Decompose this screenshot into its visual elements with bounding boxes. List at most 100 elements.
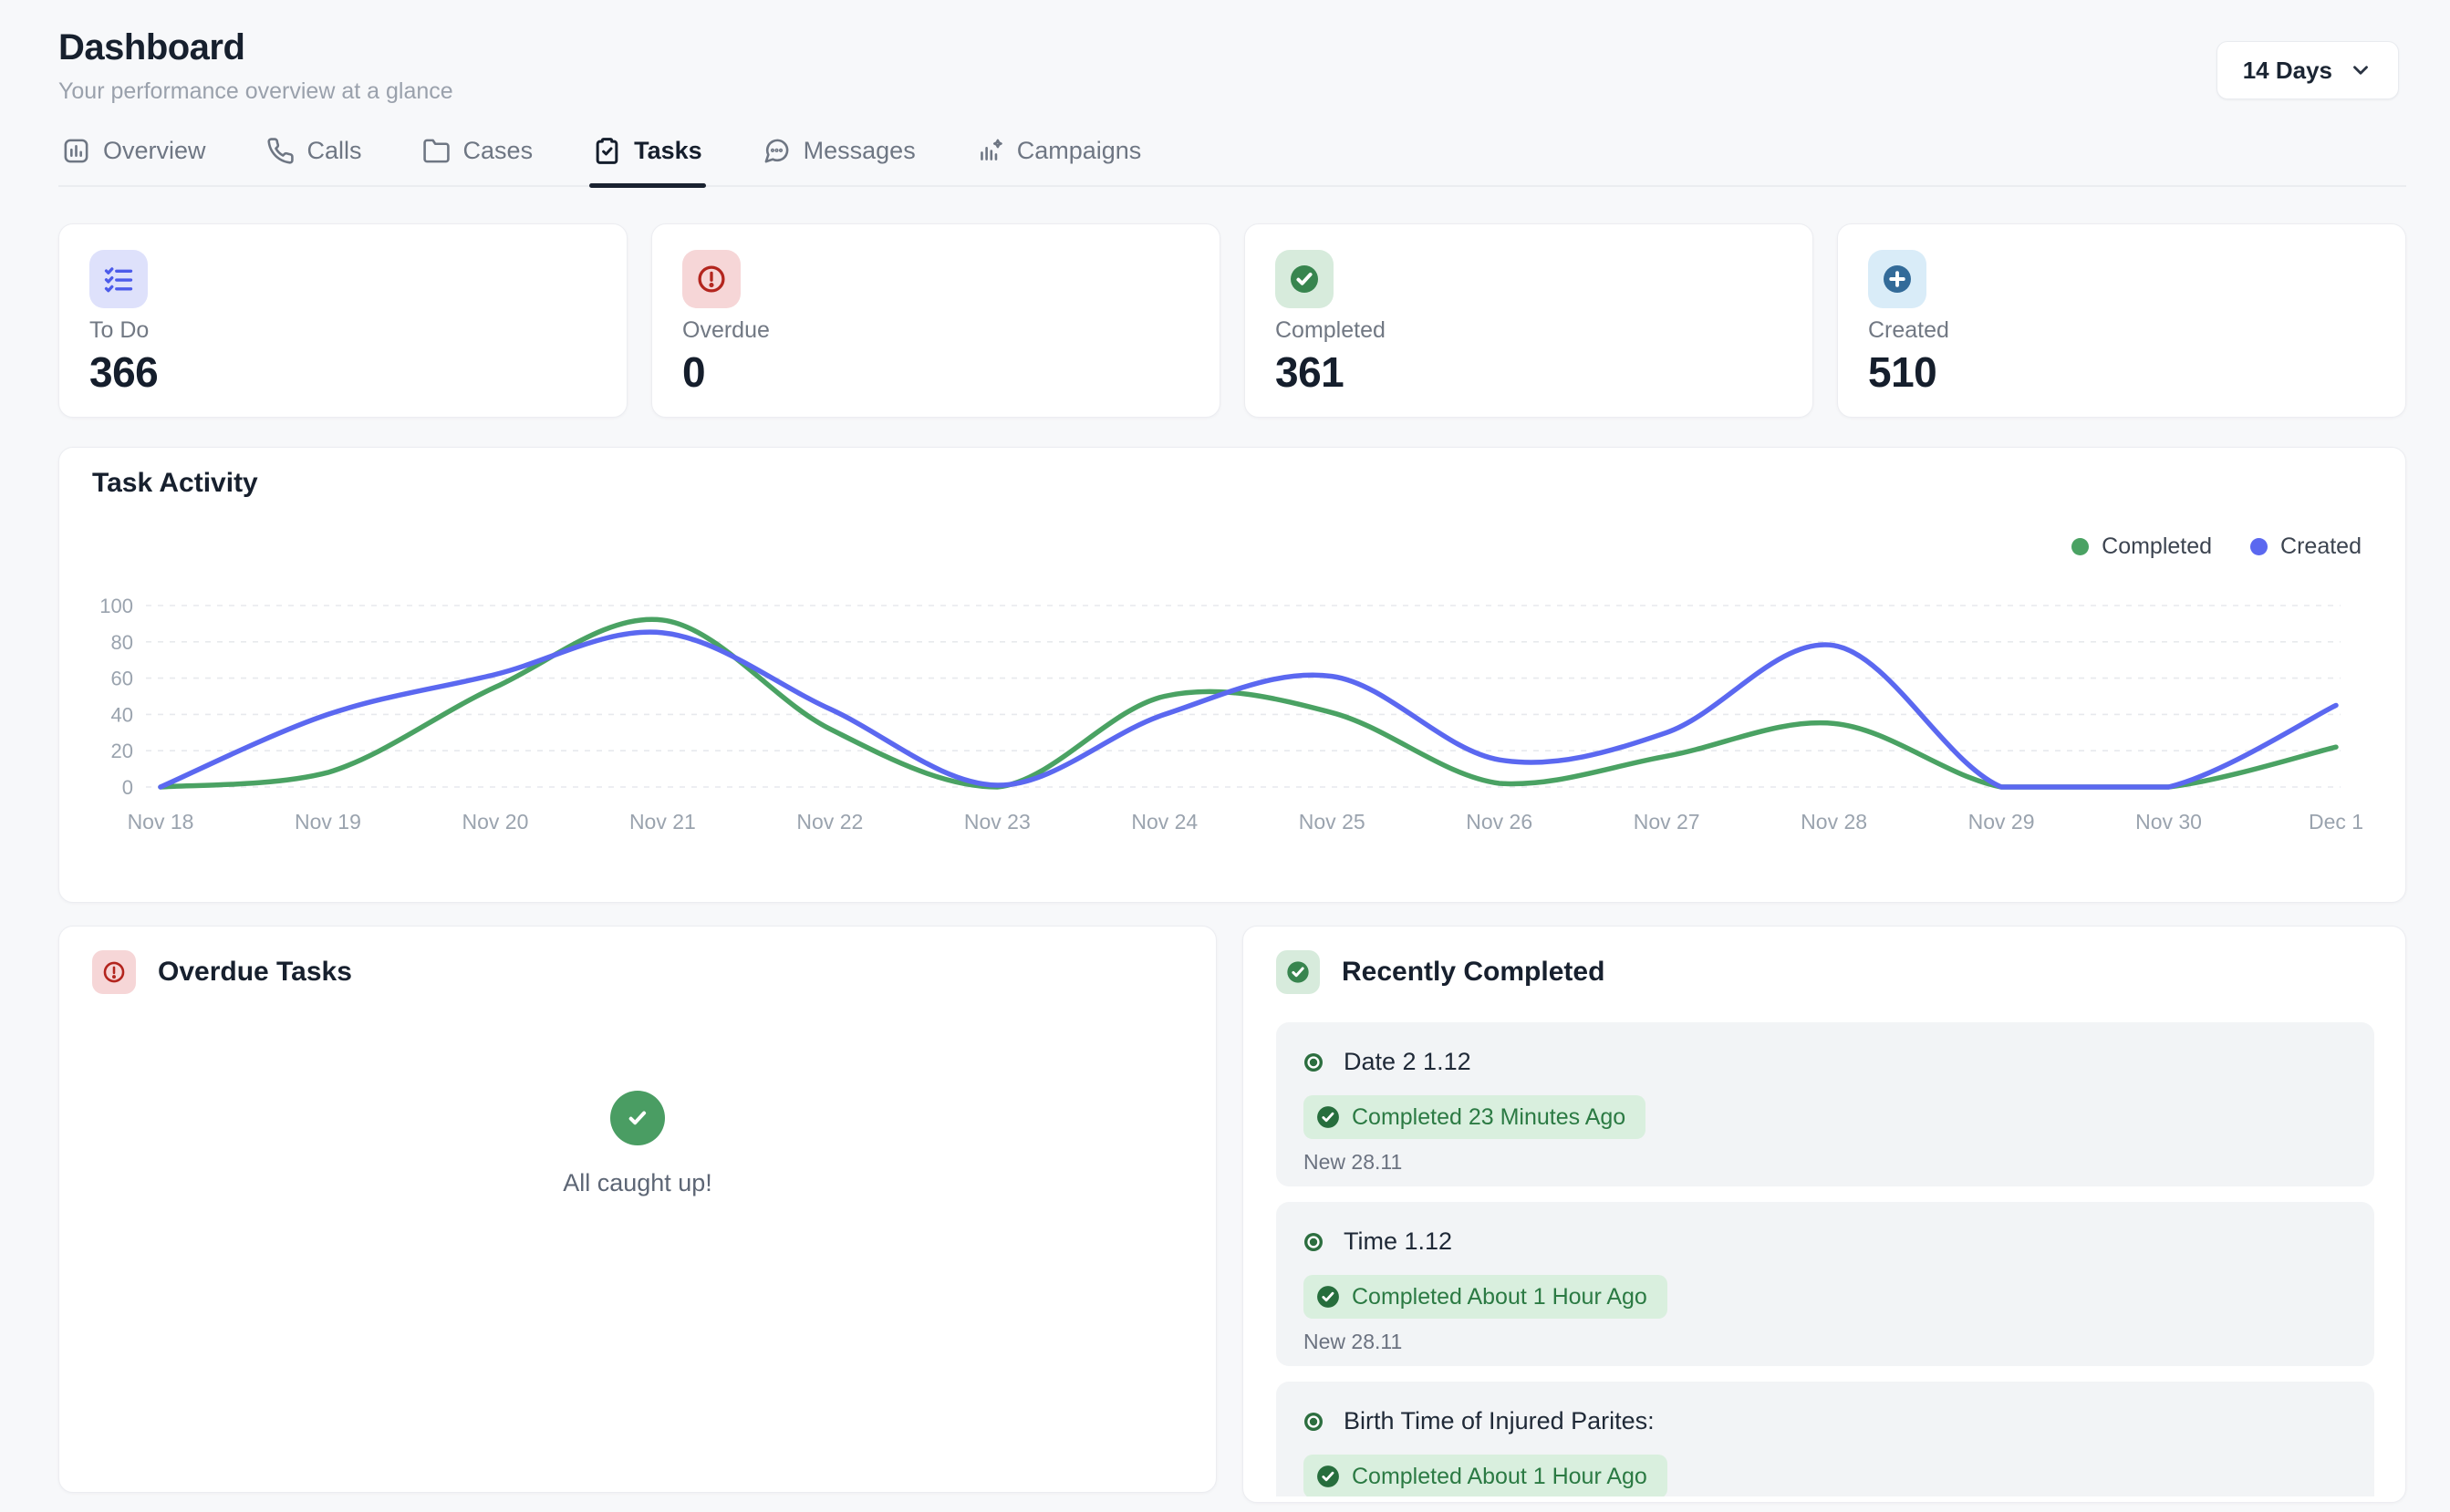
chart-legend: Completed Created: [2071, 533, 2362, 560]
stat-value: 510: [1868, 348, 1937, 396]
legend-dot-green: [2071, 538, 2090, 555]
legend-dot-blue: [2250, 538, 2268, 555]
badge-label: Completed 23 Minutes Ago: [1352, 1103, 1626, 1130]
message-circle-icon: [764, 139, 789, 163]
svg-text:Nov 25: Nov 25: [1299, 810, 1365, 834]
svg-text:0: 0: [122, 776, 133, 799]
period-dropdown[interactable]: 14 Days: [2216, 41, 2399, 99]
panel-title: Recently Completed: [1342, 957, 1605, 987]
legend-label: Completed: [2102, 533, 2213, 559]
status-dot-icon: [1304, 1232, 1323, 1251]
svg-text:60: 60: [111, 668, 133, 690]
badge-label: Completed About 1 Hour Ago: [1352, 1463, 1647, 1489]
svg-text:Nov 24: Nov 24: [1131, 810, 1198, 834]
overdue-tasks-panel: Overdue Tasks All caught up!: [58, 926, 1217, 1493]
stat-card-todo: To Do 366: [58, 223, 628, 418]
tab-messages[interactable]: Messages: [759, 129, 919, 185]
completed-badge: Completed About 1 Hour Ago: [1303, 1275, 1667, 1319]
recently-completed-panel: Recently Completed Date 2 1.12 Completed…: [1242, 926, 2406, 1503]
task-meta: New 28.11: [1303, 1150, 1403, 1174]
svg-text:20: 20: [111, 740, 133, 762]
check-circle-icon: [1317, 1465, 1339, 1487]
chevron-down-icon: [2353, 66, 2368, 75]
tab-bar: Overview Calls Cases Tasks Messages Camp…: [58, 129, 2406, 188]
tab-label: Messages: [803, 137, 916, 164]
tab-overview[interactable]: Overview: [58, 129, 210, 185]
stat-label: Completed: [1275, 317, 1386, 343]
check-circle-icon: [1317, 1106, 1339, 1128]
stat-label: Overdue: [682, 317, 770, 343]
panel-title: Overdue Tasks: [158, 957, 352, 987]
period-dropdown-label: 14 Days: [2242, 56, 2332, 84]
completed-badge: Completed 23 Minutes Ago: [1303, 1095, 1646, 1139]
svg-text:Nov 22: Nov 22: [796, 810, 863, 834]
tab-cases[interactable]: Cases: [419, 129, 537, 185]
task-title: Time 1.12: [1344, 1227, 1453, 1255]
stat-card-completed: Completed 361: [1244, 223, 1813, 418]
task-activity-chart: 0 20 40 60 80 100 Nov 18 Nov 19 Nov 20 Nov 21 Nov …: [99, 595, 2363, 834]
status-dot-icon: [1304, 1412, 1323, 1431]
svg-text:Nov 27: Nov 27: [1634, 810, 1700, 834]
svg-text:Nov 29: Nov 29: [1968, 810, 2035, 834]
tab-campaigns[interactable]: Campaigns: [972, 129, 1146, 185]
svg-text:40: 40: [111, 703, 133, 726]
task-title: Date 2 1.12: [1344, 1048, 1471, 1075]
svg-text:Nov 30: Nov 30: [2135, 810, 2202, 834]
tab-tasks[interactable]: Tasks: [589, 129, 706, 188]
task-meta: New 28.11: [1303, 1330, 1403, 1353]
legend-completed[interactable]: Completed: [2071, 533, 2212, 560]
tab-label: Calls: [306, 137, 362, 164]
page-subtitle: Your performance overview at a glance: [58, 78, 453, 104]
plus-circle-icon: [1868, 250, 1926, 308]
phone-icon: [266, 138, 294, 164]
svg-text:Nov 26: Nov 26: [1466, 810, 1532, 834]
svg-text:Nov 23: Nov 23: [964, 810, 1031, 834]
svg-text:Nov 21: Nov 21: [629, 810, 696, 834]
svg-text:100: 100: [99, 595, 133, 617]
task-title: Birth Time of Injured Parites:: [1344, 1407, 1655, 1434]
task-activity-panel: Task Activity Completed Created 0 20 40 60 8…: [58, 447, 2406, 903]
stat-label: To Do: [89, 317, 150, 343]
check-circle-icon: [1275, 250, 1334, 308]
check-circle-icon: [1317, 1286, 1339, 1308]
stat-card-created: Created 510: [1837, 223, 2406, 418]
svg-text:Nov 19: Nov 19: [295, 810, 361, 834]
clipboard-check-icon: [596, 138, 618, 164]
task-item[interactable]: Birth Time of Injured Parites: Completed…: [1276, 1382, 2374, 1496]
svg-text:Nov 28: Nov 28: [1801, 810, 1867, 834]
check-circle-icon: [1276, 950, 1320, 994]
task-item[interactable]: Date 2 1.12 Completed 23 Minutes Ago New…: [1276, 1022, 2374, 1186]
empty-state: All caught up!: [59, 1091, 1216, 1197]
alert-circle-icon: [92, 950, 136, 994]
tab-label: Campaigns: [1016, 137, 1142, 164]
svg-text:80: 80: [111, 631, 133, 654]
alert-circle-icon: [682, 250, 741, 308]
svg-text:Nov 20: Nov 20: [462, 810, 528, 834]
folder-icon: [422, 139, 450, 163]
chart-title: Task Activity: [92, 468, 258, 498]
checklist-icon: [89, 250, 148, 308]
overview-icon: [64, 139, 88, 163]
legend-created[interactable]: Created: [2250, 533, 2362, 560]
svg-text:Dec 1: Dec 1: [2309, 810, 2363, 834]
tab-label: Tasks: [634, 137, 702, 164]
page-title: Dashboard: [58, 27, 245, 67]
legend-label: Created: [2280, 533, 2362, 559]
completed-badge: Completed About 1 Hour Ago: [1303, 1455, 1667, 1496]
tab-label: Cases: [462, 137, 534, 164]
status-dot-icon: [1304, 1052, 1323, 1072]
stat-card-overdue: Overdue 0: [651, 223, 1220, 418]
check-circle-icon: [610, 1091, 665, 1145]
stat-value: 361: [1275, 348, 1344, 396]
stat-label: Created: [1868, 317, 1949, 343]
stats-row: To Do 366 Overdue 0 Completed 361 Create…: [58, 223, 2406, 418]
svg-text:Nov 18: Nov 18: [128, 810, 194, 834]
stat-value: 0: [682, 348, 706, 396]
tab-calls[interactable]: Calls: [263, 129, 366, 185]
stat-value: 366: [89, 348, 159, 396]
tab-label: Overview: [103, 137, 206, 164]
empty-message: All caught up!: [563, 1169, 712, 1196]
recent-list: Date 2 1.12 Completed 23 Minutes Ago New…: [1276, 1022, 2374, 1496]
campaigns-icon: [980, 139, 1002, 161]
task-item[interactable]: Time 1.12 Completed About 1 Hour Ago New…: [1276, 1202, 2374, 1366]
